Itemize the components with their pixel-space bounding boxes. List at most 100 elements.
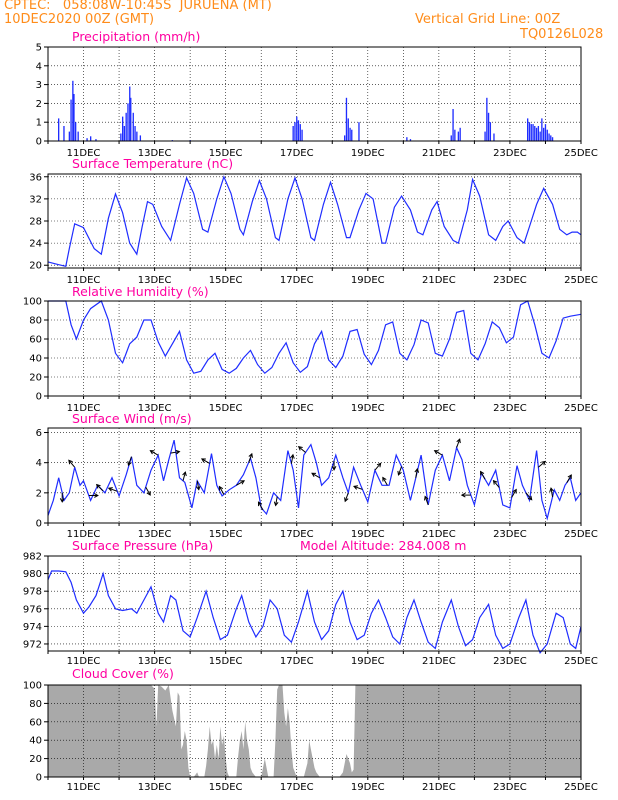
- temperature-xtick-label: 13DEC: [138, 275, 172, 286]
- wind-arrow-head: [200, 458, 206, 463]
- wind-arrow: [236, 480, 245, 486]
- precipitation-bar: [68, 131, 71, 141]
- precipitation-xtick-label: 17DEC: [280, 148, 314, 159]
- precipitation-xtick-label: 23DEC: [493, 148, 527, 159]
- wind-xtick-label: 23DEC: [493, 529, 527, 540]
- precipitation-ytick-label: 5: [36, 43, 42, 54]
- temperature-xtick-label: 21DEC: [422, 275, 456, 286]
- precipitation-bar: [484, 131, 486, 141]
- cloud-xtick-label: 17DEC: [280, 782, 314, 793]
- pressure-series-line: [47, 570, 582, 654]
- precipitation-bar: [409, 139, 412, 141]
- cloud-ytick-label: 100: [23, 681, 42, 692]
- humidity-xtick-label: 11DEC: [67, 403, 101, 414]
- cloud-frame: [47, 684, 582, 778]
- wind-arrow: [96, 484, 104, 492]
- wind-arrow: [398, 466, 403, 476]
- header-date: 10DEC2020 00Z (GMT): [4, 12, 155, 27]
- wind-arrow: [170, 451, 180, 454]
- precipitation-xtick-label: 15DEC: [209, 148, 243, 159]
- precipitation-bar: [450, 135, 452, 141]
- wind-arrow-head: [94, 493, 99, 498]
- precipitation-ytick-label: 4: [36, 61, 42, 72]
- humidity-ytick-label: 0: [36, 392, 42, 403]
- wind-arrow-head: [195, 485, 201, 491]
- precipitation-bar: [75, 122, 77, 141]
- pressure-xtick-label: 17DEC: [280, 656, 314, 667]
- humidity-xtick-label: 19DEC: [351, 403, 385, 414]
- temperature-xtick-label: 23DEC: [493, 275, 527, 286]
- wind-arrow-head: [424, 495, 429, 501]
- wind-arrow-head: [218, 485, 224, 491]
- precipitation-bar: [546, 129, 548, 141]
- humidity-xtick-label: 23DEC: [493, 403, 527, 414]
- wind-arrow-head: [567, 474, 572, 480]
- pressure-frame: [47, 555, 582, 652]
- cloud-xtick-label: 15DEC: [209, 782, 243, 793]
- pressure-xtick-label: 25DEC: [564, 656, 598, 667]
- cloud-ytick-label: 0: [36, 773, 42, 784]
- precipitation-bar: [292, 126, 294, 141]
- precipitation-ytick-label: 2: [36, 99, 42, 110]
- precipitation-bar: [130, 97, 132, 141]
- wind-arrow-head: [541, 460, 547, 466]
- header-station: CPTEC: 058:08W-10:45S JURUENA (MT): [4, 0, 272, 13]
- precipitation-xtick-label: 13DEC: [138, 148, 172, 159]
- humidity-ytick-label: 20: [29, 373, 42, 384]
- pressure-xtick-label: 23DEC: [493, 656, 527, 667]
- precipitation-bar: [58, 118, 60, 141]
- pressure-xtick-label: 13DEC: [138, 656, 172, 667]
- cloud-ytick-label: 60: [29, 717, 42, 728]
- precipitation-frame: [47, 46, 582, 142]
- temperature-xtick-label: 25DEC: [564, 275, 598, 286]
- precipitation-bar: [345, 97, 348, 141]
- wind-arrow-head: [248, 452, 253, 458]
- wind-arrow: [275, 496, 278, 506]
- humidity-series-line: [48, 300, 582, 375]
- wind-xtick-label: 17DEC: [280, 529, 314, 540]
- pressure-ytick-label: 974: [23, 622, 42, 633]
- precipitation-xtick-label: 21DEC: [422, 148, 456, 159]
- humidity-xtick-label: 15DEC: [209, 403, 243, 414]
- temperature-title: Surface Temperature (nC): [72, 156, 233, 171]
- temperature-ytick-label: 32: [29, 194, 42, 205]
- wind-arrow-head: [480, 470, 485, 476]
- precipitation-bar: [139, 135, 142, 141]
- humidity-xtick-label: 17DEC: [280, 403, 314, 414]
- temperature-xtick-label: 17DEC: [280, 275, 314, 286]
- wind-xtick-label: 11DEC: [67, 529, 101, 540]
- precipitation-bar: [125, 112, 127, 141]
- cloud-xtick-label: 25DEC: [564, 782, 598, 793]
- precipitation-bar: [129, 86, 131, 141]
- pressure-ytick-label: 978: [23, 587, 42, 598]
- wind-frame: [47, 427, 582, 524]
- wind-ytick-label: 4: [36, 458, 42, 469]
- wind-xtick-label: 19DEC: [351, 529, 385, 540]
- cloud-xtick-label: 19DEC: [351, 782, 385, 793]
- wind-arrow: [150, 450, 159, 456]
- precipitation-bar: [406, 137, 408, 141]
- wind-arrow: [566, 474, 572, 484]
- pressure-xtick-label: 11DEC: [67, 656, 101, 667]
- precipitation-bar: [136, 131, 138, 141]
- precipitation-bar: [127, 103, 129, 141]
- precipitation-bar: [532, 124, 534, 141]
- temperature-xtick-label: 11DEC: [67, 275, 101, 286]
- precipitation-bar: [296, 116, 298, 141]
- wind-arrow: [201, 458, 210, 464]
- pressure-xtick-label: 21DEC: [422, 656, 456, 667]
- wind-arrow-head: [397, 470, 402, 476]
- pressure-ytick-label: 972: [23, 639, 42, 650]
- wind-arrow-head: [175, 449, 181, 455]
- wind-arrow: [196, 480, 200, 490]
- wind-arrow: [493, 480, 500, 488]
- precipitation-xtick-label: 19DEC: [351, 148, 385, 159]
- wind-arrow: [525, 492, 533, 501]
- wind-arrow: [353, 485, 363, 490]
- wind-arrow: [511, 489, 517, 498]
- wind-arrow-head: [353, 485, 359, 490]
- precipitation-bar: [134, 126, 136, 141]
- wind-arrow: [434, 450, 443, 456]
- wind-arrow-head: [382, 476, 387, 482]
- precipitation-bar: [543, 127, 545, 141]
